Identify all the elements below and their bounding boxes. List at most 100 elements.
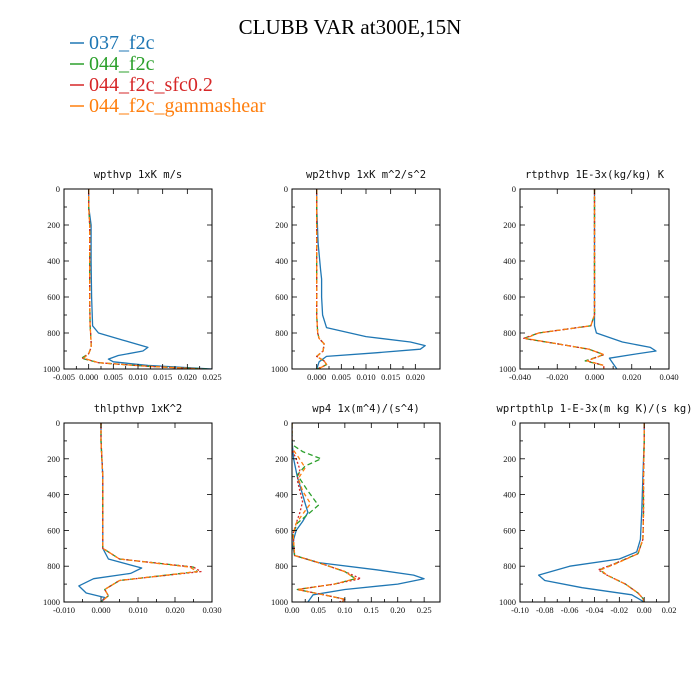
y-tick-label: 400 [47, 490, 60, 500]
chart-panel: wpthvp 1xK m/s -0.005 0.000 0.005 0.010 0.015… [43, 169, 222, 382]
series-line [600, 423, 645, 602]
x-tick-label: 0.15 [364, 605, 379, 615]
y-tick-label: 600 [275, 525, 288, 535]
chart-panel: wprtpthlp 1-E-3x(m kg K)/(s kg) -0.10 -0.0… [497, 403, 693, 615]
x-tick-label: -0.040 [509, 372, 531, 382]
legend-entry: 044_f2c_sfc0.2 [89, 74, 213, 96]
y-tick-label: 0 [512, 418, 516, 428]
series-line [292, 423, 357, 602]
x-tick-label: -0.10 [511, 605, 529, 615]
y-tick-label: 800 [275, 328, 288, 338]
y-tick-label: 200 [47, 454, 60, 464]
x-tick-label: 0.25 [417, 605, 432, 615]
x-tick-label: 0.015 [153, 372, 172, 382]
y-tick-label: 1000 [43, 597, 60, 607]
x-tick-label: 0.05 [311, 605, 326, 615]
x-tick-label: 0.00 [637, 605, 652, 615]
legend-entry: 044_f2c [89, 53, 155, 75]
y-tick-label: 200 [47, 220, 60, 230]
y-tick-label: 1000 [43, 364, 60, 374]
x-tick-label: 0.010 [128, 372, 147, 382]
y-tick-label: 600 [47, 292, 60, 302]
chart-panel: thlpthvp 1xK^2 -0.010 0.000 0.010 0.020 0.030… [43, 403, 222, 615]
y-tick-label: 600 [47, 525, 60, 535]
x-tick-label: -0.02 [610, 605, 628, 615]
x-tick-label: 0.20 [390, 605, 405, 615]
plot-frame [63, 188, 213, 370]
y-tick-label: 0 [284, 184, 288, 194]
y-tick-label: 0 [284, 418, 288, 428]
x-tick-label: 0.10 [337, 605, 352, 615]
x-tick-label: -0.08 [536, 605, 554, 615]
plot-frame [291, 188, 441, 370]
series-line [292, 423, 425, 602]
x-tick-label: -0.06 [561, 605, 579, 615]
y-tick-label: 600 [503, 292, 516, 302]
x-tick-label: 0.020 [178, 372, 197, 382]
legend-entry: 044_f2c_gammashear [89, 95, 266, 117]
x-tick-label: 0.020 [406, 372, 425, 382]
y-tick-label: 0 [56, 184, 60, 194]
y-tick-label: 0 [512, 184, 516, 194]
y-tick-label: 400 [503, 490, 516, 500]
series-line [88, 189, 212, 369]
x-tick-label: 0.000 [307, 372, 326, 382]
y-tick-label: 400 [503, 256, 516, 266]
x-tick-label: 0.040 [659, 372, 678, 382]
series-line [597, 423, 645, 602]
y-tick-label: 200 [275, 220, 288, 230]
chart-panel: wp4 1x(m^4)/(s^4) 0.00 0.05 0.10 0.15 0.20 0.2… [271, 403, 441, 615]
x-tick-label: 0.010 [356, 372, 375, 382]
x-tick-label: 0.020 [165, 605, 184, 615]
series-line [292, 423, 362, 602]
legend: 037_f2c044_f2c044_f2c_sfc0.2044_f2c_gamm… [70, 32, 266, 117]
panel-title: wprtpthlp 1-E-3x(m kg K)/(s kg) [497, 403, 693, 415]
panel-title: wp4 1x(m^4)/(s^4) [312, 403, 419, 415]
y-tick-label: 200 [503, 454, 516, 464]
x-tick-label: 0.005 [104, 372, 123, 382]
y-tick-label: 800 [47, 328, 60, 338]
figure-title: CLUBB VAR at300E,15N [239, 15, 462, 39]
x-tick-label: 0.010 [128, 605, 147, 615]
x-tick-label: 0.000 [91, 605, 110, 615]
series-line [524, 189, 605, 369]
chart-panel: wp2thvp 1xK m^2/s^2 0.000 0.005 0.010 0.015 0… [271, 169, 441, 382]
x-tick-label: -0.010 [53, 605, 75, 615]
y-tick-label: 400 [47, 256, 60, 266]
y-tick-label: 1000 [499, 597, 516, 607]
y-tick-label: 0 [56, 418, 60, 428]
y-tick-label: 1000 [271, 597, 288, 607]
series-line [523, 189, 605, 369]
series-line [82, 189, 203, 369]
y-tick-label: 800 [503, 328, 516, 338]
x-tick-label: -0.005 [53, 372, 75, 382]
legend-entry: 037_f2c [89, 32, 155, 54]
y-tick-label: 400 [275, 490, 288, 500]
x-tick-label: 0.030 [202, 605, 221, 615]
panel-title: wpthvp 1xK m/s [94, 169, 183, 181]
x-tick-label: 0.02 [662, 605, 677, 615]
panel-title: rtpthvp 1E-3x(kg/kg) K [525, 169, 665, 181]
x-tick-label: 0.025 [202, 372, 221, 382]
series-line [593, 189, 657, 369]
plot-frame [291, 422, 441, 603]
chart-panel: rtpthvp 1E-3x(kg/kg) K -0.040 -0.020 0.000 0… [499, 169, 679, 382]
y-tick-label: 600 [503, 525, 516, 535]
plot-frame [519, 422, 670, 603]
x-tick-label: 0.00 [285, 605, 300, 615]
y-tick-label: 800 [47, 561, 60, 571]
series-line [523, 189, 605, 369]
y-tick-label: 1000 [499, 364, 516, 374]
y-tick-label: 600 [275, 292, 288, 302]
panels: wpthvp 1xK m/s-0.005 0.000 0.005 0.010 0.015… [43, 169, 692, 615]
x-tick-label: -0.04 [586, 605, 604, 615]
series-line [537, 423, 645, 602]
series-line [80, 189, 208, 369]
series-line [78, 423, 143, 602]
x-tick-label: 0.015 [381, 372, 400, 382]
x-tick-label: 0.005 [332, 372, 351, 382]
series-line [292, 423, 357, 602]
series-line [316, 189, 328, 369]
panel-title: thlpthvp 1xK^2 [94, 403, 183, 415]
